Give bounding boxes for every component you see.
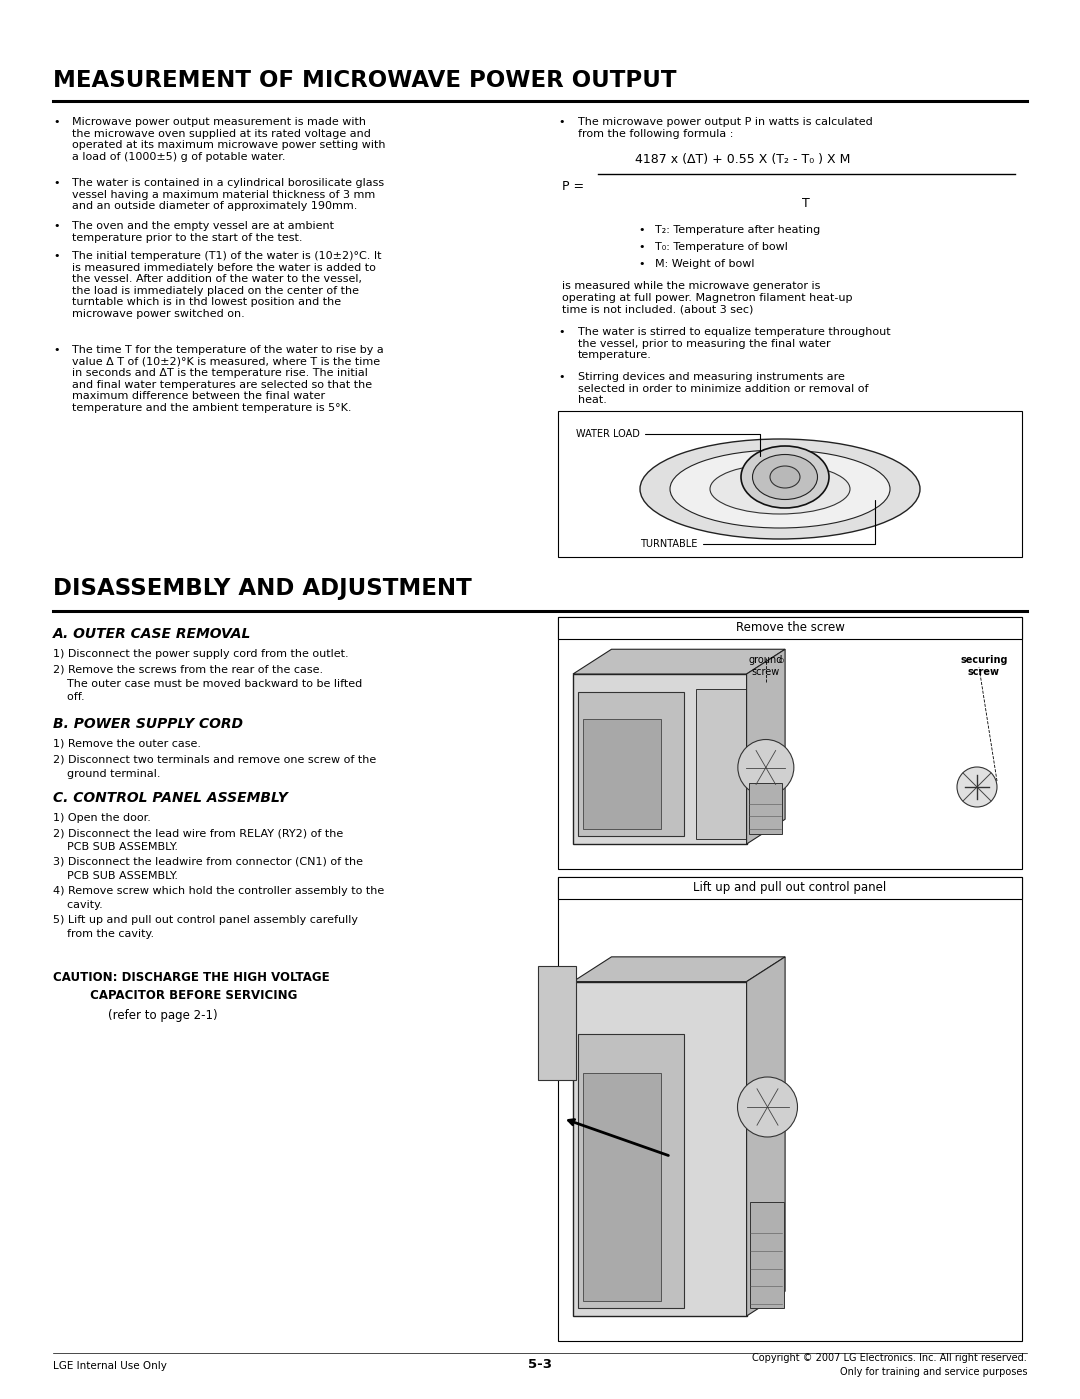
Text: The water is stirred to equalize temperature throughout
the vessel, prior to mea: The water is stirred to equalize tempera… bbox=[578, 327, 891, 360]
Text: C. CONTROL PANEL ASSEMBLY: C. CONTROL PANEL ASSEMBLY bbox=[53, 790, 287, 804]
Text: CAPACITOR BEFORE SERVICING: CAPACITOR BEFORE SERVICING bbox=[53, 989, 297, 1002]
Text: The oven and the empty vessel are at ambient
temperature prior to the start of t: The oven and the empty vessel are at amb… bbox=[72, 221, 334, 242]
Text: cavity.: cavity. bbox=[53, 900, 103, 909]
Text: Remove the screw: Remove the screw bbox=[735, 621, 845, 634]
Text: off.: off. bbox=[53, 693, 84, 702]
Polygon shape bbox=[573, 649, 785, 674]
Text: 4187 x (ΔT) + 0.55 X (T₂ - T₀ ) X M: 4187 x (ΔT) + 0.55 X (T₂ - T₀ ) X M bbox=[635, 152, 850, 166]
Text: securing
screw: securing screw bbox=[960, 655, 1008, 677]
Text: T: T bbox=[802, 197, 810, 210]
Polygon shape bbox=[746, 957, 785, 1316]
Text: Copyright © 2007 LG Electronics. Inc. All right reserved.: Copyright © 2007 LG Electronics. Inc. Al… bbox=[753, 1353, 1027, 1363]
Text: •: • bbox=[558, 327, 565, 337]
Bar bbox=[578, 691, 685, 837]
Text: •: • bbox=[638, 242, 645, 252]
Polygon shape bbox=[573, 957, 785, 982]
Bar bbox=[558, 877, 1022, 900]
Text: •: • bbox=[638, 225, 645, 235]
Text: •: • bbox=[558, 372, 565, 382]
Bar bbox=[573, 674, 746, 844]
Text: •: • bbox=[558, 118, 565, 127]
Text: 3) Disconnect the leadwire from connector (CN1) of the: 3) Disconnect the leadwire from connecto… bbox=[53, 858, 363, 867]
Bar bbox=[573, 982, 746, 1316]
Text: 5) Lift up and pull out control panel assembly carefully: 5) Lift up and pull out control panel as… bbox=[53, 915, 357, 925]
Text: The initial temperature (T1) of the water is (10±2)°C. It
is measured immediatel: The initial temperature (T1) of the wate… bbox=[72, 250, 381, 319]
Text: 5-3: 5-3 bbox=[528, 1358, 552, 1371]
Circle shape bbox=[738, 740, 794, 796]
Bar bbox=[558, 877, 1022, 1342]
Bar bbox=[558, 411, 1022, 557]
Text: MEASUREMENT OF MICROWAVE POWER OUTPUT: MEASUREMENT OF MICROWAVE POWER OUTPUT bbox=[53, 69, 676, 92]
Bar bbox=[748, 783, 782, 834]
Text: PCB SUB ASSEMBLY.: PCB SUB ASSEMBLY. bbox=[53, 842, 178, 852]
Text: 2) Remove the screws from the rear of the case.: 2) Remove the screws from the rear of th… bbox=[53, 665, 323, 674]
Text: 2) Disconnect the lead wire from RELAY (RY2) of the: 2) Disconnect the lead wire from RELAY (… bbox=[53, 828, 343, 838]
Ellipse shape bbox=[710, 464, 850, 513]
Text: TURNTABLE: TURNTABLE bbox=[640, 499, 875, 548]
Bar bbox=[538, 967, 576, 1080]
Text: The time T for the temperature of the water to rise by a
value Δ T of (10±2)°K i: The time T for the temperature of the wa… bbox=[72, 346, 383, 413]
Text: •: • bbox=[53, 250, 59, 262]
Text: T₂: Temperature after heating: T₂: Temperature after heating bbox=[654, 225, 820, 235]
Text: 1) Open the door.: 1) Open the door. bbox=[53, 813, 151, 823]
Circle shape bbox=[738, 1077, 797, 1137]
Text: T₀: Temperature of bowl: T₀: Temperature of bowl bbox=[654, 242, 788, 252]
Text: (refer to page 2-1): (refer to page 2-1) bbox=[108, 1009, 218, 1023]
Text: The water is contained in a cylindrical borosilicate glass
vessel having a maxim: The water is contained in a cylindrical … bbox=[72, 178, 384, 211]
Text: DISASSEMBLY AND ADJUSTMENT: DISASSEMBLY AND ADJUSTMENT bbox=[53, 576, 472, 600]
Text: from the cavity.: from the cavity. bbox=[53, 929, 154, 939]
Ellipse shape bbox=[753, 455, 818, 499]
Text: The microwave power output P in watts is calculated
from the following formula :: The microwave power output P in watts is… bbox=[578, 118, 873, 139]
Text: is measured while the microwave generator is
operating at full power. Magnetron : is measured while the microwave generato… bbox=[562, 281, 852, 315]
Text: B. POWER SUPPLY CORD: B. POWER SUPPLY CORD bbox=[53, 718, 243, 732]
Text: 1) Disconnect the power supply cord from the outlet.: 1) Disconnect the power supply cord from… bbox=[53, 649, 349, 659]
Text: •: • bbox=[53, 221, 59, 231]
Text: M: Weight of bowl: M: Weight of bowl bbox=[654, 259, 755, 269]
Text: PCB SUB ASSEMBLY.: PCB SUB ASSEMBLY. bbox=[53, 872, 178, 881]
Text: LGE Internal Use Only: LGE Internal Use Only bbox=[53, 1361, 167, 1371]
Text: CAUTION: DISCHARGE THE HIGH VOLTAGE: CAUTION: DISCHARGE THE HIGH VOLTAGE bbox=[53, 971, 329, 983]
Bar bbox=[578, 1034, 685, 1308]
Ellipse shape bbox=[741, 446, 829, 508]
Bar bbox=[558, 617, 1022, 869]
Text: Lift up and pull out control panel: Lift up and pull out control panel bbox=[693, 881, 887, 894]
Text: •: • bbox=[53, 118, 59, 127]
Ellipse shape bbox=[670, 450, 890, 527]
Text: Stirring devices and measuring instruments are
selected in order to minimize add: Stirring devices and measuring instrumen… bbox=[578, 372, 868, 406]
Bar bbox=[697, 690, 746, 839]
Ellipse shape bbox=[640, 439, 920, 539]
Text: A. OUTER CASE REMOVAL: A. OUTER CASE REMOVAL bbox=[53, 627, 252, 641]
Ellipse shape bbox=[770, 466, 800, 488]
Text: ground
screw: ground screw bbox=[748, 655, 783, 677]
Text: WATER LOAD: WATER LOAD bbox=[576, 429, 760, 456]
Bar bbox=[750, 1202, 784, 1308]
Bar bbox=[558, 617, 1022, 639]
Text: 4) Remove screw which hold the controller assembly to the: 4) Remove screw which hold the controlle… bbox=[53, 886, 384, 895]
Text: •: • bbox=[638, 259, 645, 269]
Text: Microwave power output measurement is made with
the microwave oven supplied at i: Microwave power output measurement is ma… bbox=[72, 118, 386, 162]
Text: •: • bbox=[53, 178, 59, 187]
Text: ground terminal.: ground terminal. bbox=[53, 769, 161, 779]
Circle shape bbox=[957, 767, 997, 807]
Text: •: • bbox=[53, 346, 59, 355]
Text: 2) Disconnect two terminals and remove one screw of the: 2) Disconnect two terminals and remove o… bbox=[53, 754, 376, 764]
Bar bbox=[583, 719, 661, 830]
Text: P =: P = bbox=[562, 180, 584, 193]
Text: Only for training and service purposes: Only for training and service purposes bbox=[839, 1367, 1027, 1377]
Text: The outer case must be moved backward to be lifted: The outer case must be moved backward to… bbox=[53, 679, 362, 688]
Polygon shape bbox=[746, 649, 785, 844]
Text: 1) Remove the outer case.: 1) Remove the outer case. bbox=[53, 739, 201, 748]
Bar bbox=[583, 1073, 661, 1301]
